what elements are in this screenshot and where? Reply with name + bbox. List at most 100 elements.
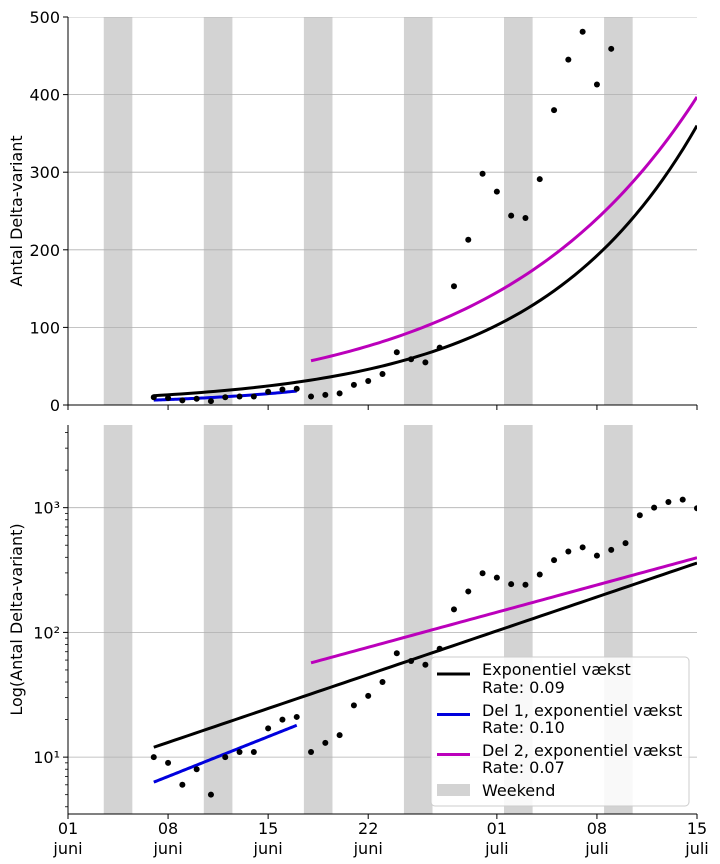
data-point <box>379 370 386 377</box>
weekend-span <box>504 17 533 405</box>
data-point <box>179 397 186 404</box>
data-point <box>279 386 286 393</box>
data-point <box>193 395 200 402</box>
data-point <box>536 571 543 578</box>
data-point <box>408 657 415 664</box>
data-point <box>250 393 257 400</box>
weekend-span <box>303 425 333 814</box>
data-point <box>222 754 229 761</box>
data-point <box>465 236 472 243</box>
x-tick-month: juni <box>253 839 283 858</box>
y-tick-label: 10² <box>33 623 60 642</box>
weekend-span <box>103 17 133 405</box>
fit-line-2 <box>153 723 298 784</box>
data-point <box>436 344 443 351</box>
y-axis-label: Antal Delta-variant <box>7 135 26 286</box>
data-point <box>522 581 529 588</box>
data-point <box>608 45 615 52</box>
data-point <box>508 212 515 219</box>
data-point <box>293 385 300 392</box>
x-tick-day: 08 <box>158 819 178 838</box>
data-point <box>336 732 343 739</box>
x-tick-month: juli <box>484 839 508 858</box>
weekend-span <box>203 425 233 814</box>
plot-area <box>68 17 697 405</box>
data-point <box>422 661 429 668</box>
legend-rate-2: Rate: 0.10 <box>482 718 565 737</box>
data-point <box>479 570 486 577</box>
data-point <box>593 81 600 88</box>
fit-line-3 <box>310 96 697 363</box>
data-point <box>436 645 443 652</box>
data-point <box>293 713 300 720</box>
data-point <box>350 702 357 709</box>
x-tick-day: 08 <box>587 819 607 838</box>
legend-label-2: Del 1, exponentiel vækst <box>482 701 682 720</box>
legend-swatch-weekend <box>437 784 470 796</box>
data-point <box>336 390 343 397</box>
y-tick-label: 10³ <box>33 499 60 518</box>
y-tick-label: 500 <box>29 8 60 27</box>
data-point <box>379 679 386 686</box>
data-point <box>222 394 229 401</box>
data-point <box>565 548 572 555</box>
data-point <box>508 581 515 588</box>
data-point <box>679 496 686 503</box>
data-point <box>393 650 400 657</box>
data-point <box>551 107 558 114</box>
data-point <box>165 395 172 402</box>
data-point <box>636 512 643 519</box>
data-point <box>422 359 429 366</box>
data-point <box>250 748 257 755</box>
legend-rate-3: Rate: 0.07 <box>482 758 565 777</box>
fit-line-1 <box>153 124 697 398</box>
data-point <box>207 791 214 798</box>
data-point <box>493 188 500 195</box>
data-point <box>150 754 157 761</box>
x-tick-month: juli <box>684 839 708 858</box>
data-point <box>450 606 457 613</box>
data-point <box>236 748 243 755</box>
data-point <box>465 588 472 595</box>
y-tick-label: 200 <box>29 241 60 260</box>
data-point <box>493 574 500 581</box>
data-point <box>565 56 572 63</box>
weekend-span <box>203 17 233 405</box>
x-tick-day: 15 <box>258 819 278 838</box>
fit-line-3 <box>310 556 697 665</box>
data-point <box>207 398 214 405</box>
data-point <box>665 499 672 506</box>
x-tick-day: 01 <box>58 819 78 838</box>
data-point <box>365 692 372 699</box>
data-point <box>536 176 543 183</box>
data-point <box>365 377 372 384</box>
data-point <box>393 349 400 356</box>
data-point <box>193 766 200 773</box>
data-point <box>279 716 286 723</box>
data-point <box>479 170 486 177</box>
data-point <box>265 388 272 395</box>
data-point <box>165 759 172 766</box>
data-point <box>308 748 315 755</box>
data-point <box>551 557 558 564</box>
y-tick-label: 10¹ <box>33 748 60 767</box>
y-tick-label: 400 <box>29 86 60 105</box>
x-tick-day: 15 <box>687 819 707 838</box>
data-point <box>522 214 529 221</box>
x-tick-month: juni <box>353 839 383 858</box>
legend-rate-1: Rate: 0.09 <box>482 678 565 697</box>
fit-line-1 <box>153 561 697 749</box>
data-point <box>622 540 629 547</box>
data-point <box>579 544 586 551</box>
weekend-span <box>403 17 433 405</box>
data-point <box>408 356 415 363</box>
data-point <box>179 781 186 788</box>
x-tick-day: 01 <box>487 819 507 838</box>
x-tick-month: juni <box>52 839 82 858</box>
legend-label-weekend: Weekend <box>482 781 555 800</box>
legend-box <box>430 656 690 807</box>
y-tick-label: 0 <box>50 396 60 415</box>
legend-label-1: Exponentiel vækst <box>482 660 631 679</box>
